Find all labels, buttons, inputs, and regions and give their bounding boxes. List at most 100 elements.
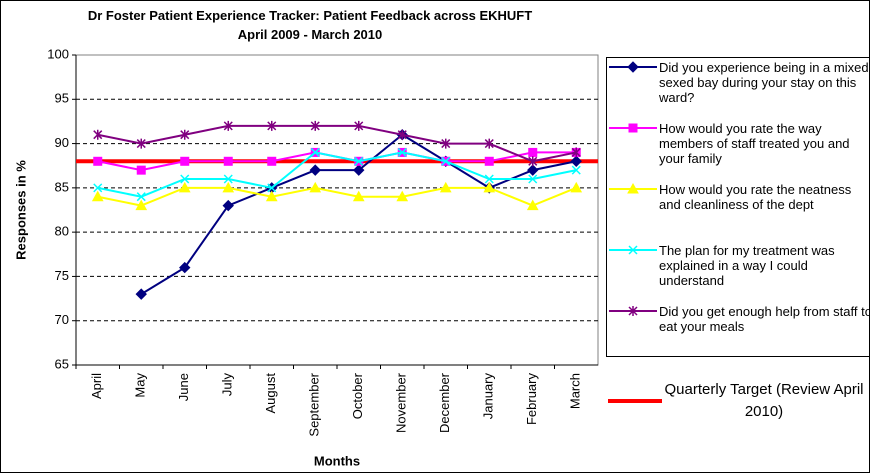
legend-marker [628,123,638,133]
marker [571,147,581,158]
legend-marker [627,182,639,194]
series-line [97,124,577,163]
marker [528,156,538,167]
marker [526,199,539,211]
marker [310,120,320,131]
plot-area [75,54,599,366]
marker [136,138,146,149]
y-tick-label: 95 [55,91,69,106]
marker [353,164,365,176]
marker [267,156,277,166]
legend-marker [628,245,638,255]
marker [91,190,104,202]
x-tick-label: October [350,372,365,419]
legend-entry: Did you experience being in a mixed sexe… [607,58,870,119]
marker [93,156,103,166]
marker [571,165,581,175]
marker [223,156,233,166]
marker [223,120,233,131]
marker [136,192,146,202]
marker [309,164,321,176]
y-tick-label: 90 [55,135,69,150]
legend-label: Did you experience being in a mixed sexe… [659,60,869,105]
marker [222,181,235,193]
marker [354,120,364,131]
marker [135,199,148,211]
marker [484,156,494,166]
marker [180,156,190,166]
marker [352,190,365,202]
x-tick-label: May [133,373,148,398]
legend-swatch [609,123,657,133]
marker [309,181,322,193]
marker [222,199,234,212]
marker [483,181,496,193]
x-tick-label: April [89,373,104,399]
legend-marker [627,61,639,73]
y-tick-label: 65 [55,356,69,371]
legend-marker [628,306,638,316]
marker [354,156,364,166]
y-tick-label: 80 [55,224,69,239]
marker [397,147,407,157]
legend-label: The plan for my treatment was explained … [659,243,835,288]
legend-swatch [609,61,657,73]
y-axis-label: Responses in % [13,160,28,260]
marker [527,164,539,176]
x-tick-label: March [568,373,583,409]
marker [136,165,146,175]
legend-swatch [608,399,662,403]
x-axis-label: Months [314,453,360,468]
marker [570,181,583,193]
legend-label: Did you get enough help from staff to ea… [659,304,870,334]
y-tick-label: 100 [47,46,69,61]
legend-swatch [609,245,657,255]
marker [267,120,277,131]
legend-swatch [609,182,657,194]
x-tick-label: June [176,373,191,401]
marker [93,129,103,140]
title-box: Dr Foster Patient Experience Tracker: Pa… [87,8,533,42]
marker [223,174,233,184]
marker [570,155,582,167]
marker [441,138,451,149]
x-tick-label: July [220,373,235,397]
marker [484,138,494,149]
legend-entry: The plan for my treatment was explained … [607,241,870,302]
marker [484,174,494,184]
marker [310,147,320,157]
legend: Did you experience being in a mixed sexe… [606,57,870,357]
legend-entry: How would you rate the neatness and clea… [607,180,870,241]
y-tick-label: 85 [55,179,69,194]
series-line [97,186,577,207]
x-tick-label: February [524,373,539,426]
x-tick-label: December [437,372,452,433]
legend-label: How would you rate the neatness and clea… [659,182,852,212]
marker [528,174,538,184]
x-tick-label: September [307,372,322,436]
marker [135,288,147,300]
marker [267,183,277,193]
marker [180,129,190,140]
marker [441,156,451,166]
y-tick-label: 75 [55,268,69,283]
marker [528,147,538,157]
marker [265,190,278,202]
marker [397,129,407,140]
chart-title: Dr Foster Patient Experience Tracker: Pa… [87,8,533,42]
y-tick-label: 70 [55,312,69,327]
legend-entry: How would you rate the way members of st… [607,119,870,180]
marker [180,174,190,184]
target-legend: Quarterly Target (Review April 2010) [606,376,870,426]
x-tick-label: November [394,372,409,433]
legend-entry: Did you get enough help from staff to ea… [607,302,870,363]
x-tick-label: August [263,373,278,414]
legend-swatch [609,306,657,316]
marker [93,183,103,193]
legend-label: Quarterly Target (Review April 2010) [664,381,864,420]
x-tick-label: January [481,373,496,420]
marker [179,261,191,274]
marker [396,190,409,202]
